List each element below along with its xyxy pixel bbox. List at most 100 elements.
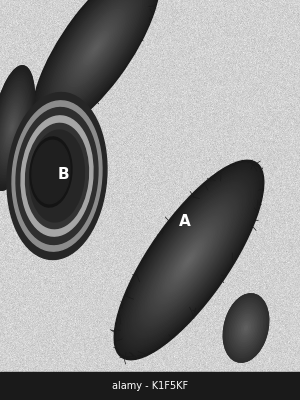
Ellipse shape [84,32,108,64]
Ellipse shape [7,92,107,260]
Ellipse shape [46,0,146,114]
Ellipse shape [147,204,231,316]
Ellipse shape [118,165,260,355]
Ellipse shape [122,170,256,350]
Ellipse shape [120,168,258,352]
Ellipse shape [224,294,268,362]
Ellipse shape [182,250,196,270]
Ellipse shape [0,94,24,162]
Ellipse shape [231,305,261,351]
Ellipse shape [88,37,104,59]
Ellipse shape [0,84,28,172]
Ellipse shape [226,298,266,358]
Ellipse shape [184,253,194,267]
Ellipse shape [8,116,16,140]
Ellipse shape [71,15,121,81]
Ellipse shape [125,175,253,345]
Ellipse shape [36,0,156,128]
Ellipse shape [172,238,206,282]
Ellipse shape [237,314,255,342]
Ellipse shape [162,224,216,296]
Ellipse shape [164,226,214,294]
Ellipse shape [133,185,245,335]
Text: A: A [178,214,190,230]
Ellipse shape [165,228,213,292]
Ellipse shape [236,312,256,344]
Ellipse shape [138,192,240,328]
Ellipse shape [59,0,133,98]
Ellipse shape [140,194,238,326]
Ellipse shape [2,100,22,156]
Ellipse shape [44,0,148,117]
Ellipse shape [4,106,20,150]
Ellipse shape [52,0,140,106]
Ellipse shape [136,190,242,330]
Ellipse shape [153,212,225,308]
Ellipse shape [92,42,100,54]
Ellipse shape [145,202,233,318]
Bar [0,372,300,400]
Text: B: B [57,166,69,182]
Ellipse shape [234,310,258,346]
Ellipse shape [238,317,253,339]
Ellipse shape [48,0,144,112]
Ellipse shape [114,160,264,360]
Ellipse shape [171,236,207,284]
Ellipse shape [142,197,236,323]
Ellipse shape [116,163,262,357]
Ellipse shape [131,182,247,338]
Ellipse shape [0,88,27,168]
Ellipse shape [167,231,211,289]
Ellipse shape [228,301,264,355]
Ellipse shape [21,116,93,236]
Ellipse shape [32,140,70,204]
Ellipse shape [129,180,249,340]
Ellipse shape [29,130,85,222]
Ellipse shape [73,18,119,78]
Ellipse shape [154,214,224,306]
Ellipse shape [12,101,102,251]
Ellipse shape [75,20,117,76]
Ellipse shape [176,243,202,277]
Ellipse shape [242,321,250,335]
Ellipse shape [0,78,30,178]
Ellipse shape [26,123,88,229]
Ellipse shape [69,12,123,84]
Ellipse shape [0,69,33,187]
Ellipse shape [42,0,150,120]
Ellipse shape [240,319,252,337]
Ellipse shape [55,0,137,103]
Ellipse shape [0,75,31,181]
Ellipse shape [0,91,26,165]
Ellipse shape [94,45,98,51]
Ellipse shape [230,303,262,353]
Ellipse shape [57,0,135,100]
Ellipse shape [11,125,13,131]
Ellipse shape [0,66,34,190]
Ellipse shape [151,209,227,311]
Ellipse shape [67,9,125,87]
Ellipse shape [224,294,268,362]
Ellipse shape [5,109,19,147]
Ellipse shape [169,233,209,287]
Ellipse shape [149,207,229,313]
Ellipse shape [0,66,34,190]
Ellipse shape [82,29,110,67]
Ellipse shape [143,199,235,321]
Ellipse shape [63,4,129,92]
Ellipse shape [77,23,115,73]
Ellipse shape [185,255,193,265]
Ellipse shape [1,97,23,159]
Ellipse shape [90,40,102,56]
Ellipse shape [34,0,158,131]
Ellipse shape [134,187,244,333]
Ellipse shape [174,240,204,280]
Ellipse shape [0,81,29,175]
Ellipse shape [10,122,14,134]
Ellipse shape [158,219,220,301]
Ellipse shape [225,296,267,360]
Ellipse shape [156,216,222,304]
Ellipse shape [9,119,15,137]
Ellipse shape [0,72,32,184]
Ellipse shape [40,0,152,122]
